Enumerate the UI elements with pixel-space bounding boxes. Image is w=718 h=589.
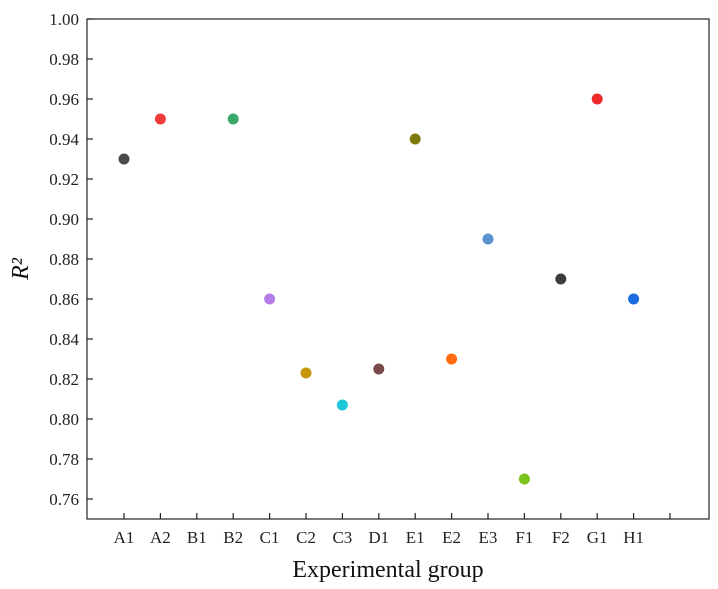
- x-tick-label: A2: [150, 528, 171, 547]
- x-tick-label: E3: [479, 528, 498, 547]
- y-tick-label: 0.84: [49, 330, 79, 349]
- data-point-a2: [154, 113, 166, 125]
- x-tick-label: F1: [515, 528, 533, 547]
- x-tick-label: E1: [406, 528, 425, 547]
- y-tick-label: 0.80: [49, 410, 79, 429]
- y-tick-label: 0.86: [49, 290, 79, 309]
- x-tick-label: E2: [442, 528, 461, 547]
- data-point-a1: [118, 153, 130, 165]
- y-tick-label: 0.92: [49, 170, 79, 189]
- x-tick-label: H1: [623, 528, 644, 547]
- data-point-e1: [409, 133, 421, 145]
- x-axis-ticks: A1 A2 B1 B2 C1 C2 C3 D1 E1 E2 E3 F1 F2 G1 H1: [114, 513, 671, 547]
- x-tick-label: B1: [187, 528, 207, 547]
- y-tick-label: 0.94: [49, 130, 79, 149]
- y-axis-ticks: 0.76 0.78 0.80 0.82 0.84 0.86 0.88 0.90 0.92 0.94…: [49, 10, 93, 509]
- x-tick-label: F2: [552, 528, 570, 547]
- data-point-e3: [482, 233, 494, 245]
- x-tick-label: C2: [296, 528, 316, 547]
- data-point-b2: [227, 113, 239, 125]
- y-tick-label: 0.96: [49, 90, 79, 109]
- x-tick-label: C1: [260, 528, 280, 547]
- x-tick-label: C3: [332, 528, 352, 547]
- data-point-c2: [300, 367, 312, 379]
- data-point-f1: [518, 473, 530, 485]
- x-tick-label: G1: [587, 528, 608, 547]
- data-point-c1: [264, 293, 276, 305]
- data-points: [118, 93, 640, 485]
- x-axis-title: Experimental group: [292, 557, 483, 583]
- x-tick-label: A1: [114, 528, 135, 547]
- y-tick-label: 0.78: [49, 450, 79, 469]
- y-axis-title: R²: [8, 257, 34, 281]
- plot-frame: [86, 18, 710, 520]
- data-point-g1: [591, 93, 603, 105]
- y-tick-label: 0.90: [49, 210, 79, 229]
- data-point-h1: [628, 293, 640, 305]
- data-point-f2: [555, 273, 567, 285]
- data-point-c3: [336, 399, 348, 411]
- y-tick-label: 0.98: [49, 50, 79, 69]
- x-tick-label: B2: [223, 528, 243, 547]
- y-tick-label: 0.88: [49, 250, 79, 269]
- y-tick-label: 0.82: [49, 370, 79, 389]
- data-point-d1: [373, 363, 385, 375]
- x-tick-label: D1: [368, 528, 389, 547]
- y-tick-label: 0.76: [49, 490, 79, 509]
- y-tick-label: 1.00: [49, 10, 79, 29]
- data-point-e2: [446, 353, 458, 365]
